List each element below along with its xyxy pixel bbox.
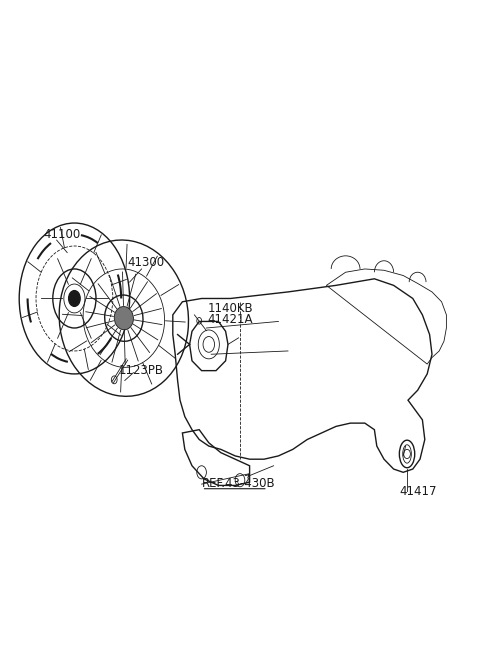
- Ellipse shape: [114, 306, 133, 330]
- Text: 41417: 41417: [399, 485, 437, 499]
- Text: 41100: 41100: [43, 228, 81, 241]
- Circle shape: [69, 291, 80, 306]
- Text: REF.43-430B: REF.43-430B: [202, 477, 275, 490]
- Text: 41421A: 41421A: [207, 313, 253, 326]
- Text: 1123PB: 1123PB: [119, 364, 164, 377]
- Text: 41300: 41300: [127, 256, 164, 269]
- Text: 1140KB: 1140KB: [207, 302, 253, 315]
